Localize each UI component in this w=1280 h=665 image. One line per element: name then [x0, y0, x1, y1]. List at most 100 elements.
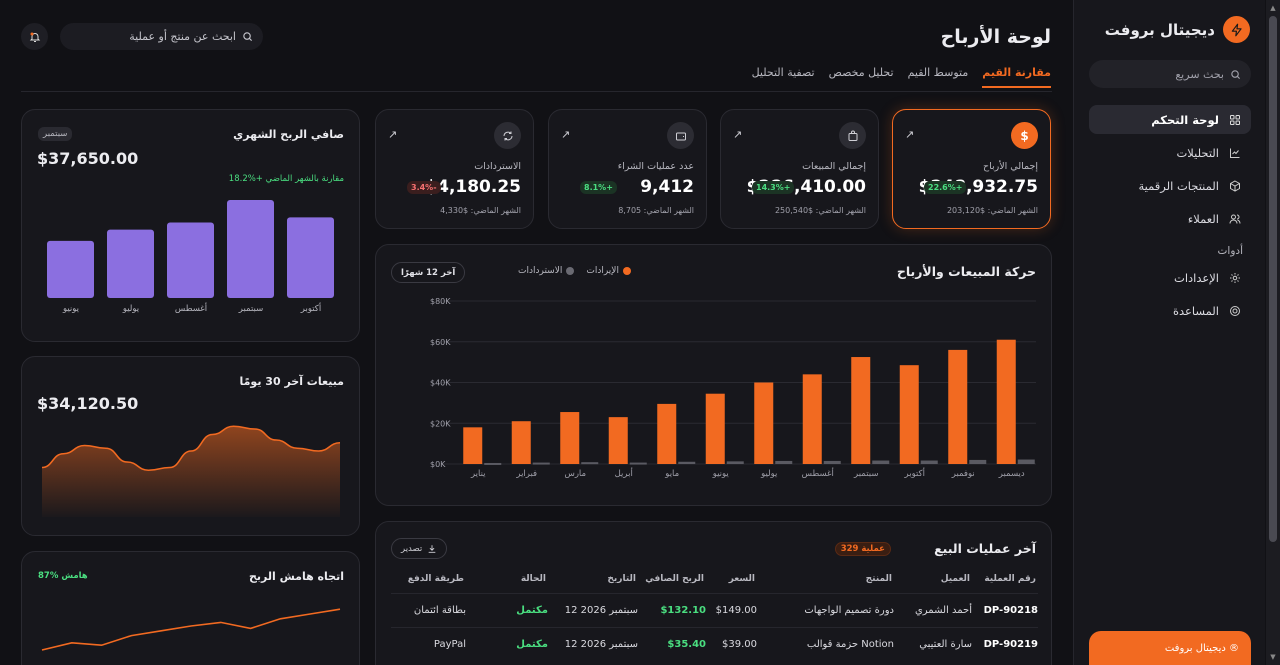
sidebar-item-help[interactable]: المساعدة	[1089, 296, 1251, 325]
quick-search-input[interactable]: بحث سريع	[1089, 60, 1251, 88]
revenue-bar[interactable]	[851, 357, 871, 464]
revenue-bar[interactable]	[560, 412, 580, 464]
sidebar-item-label: لوحة التحكم	[1151, 112, 1219, 127]
revenue-bar[interactable]	[463, 427, 483, 464]
grid-icon	[1230, 114, 1240, 125]
scroll-down-icon[interactable]: ▼	[1270, 653, 1276, 661]
revenue-bar[interactable]	[899, 365, 919, 464]
legend-label: الإيرادات	[586, 266, 619, 276]
tab-average-values[interactable]: متوسط القيم	[907, 66, 969, 79]
recent-sales-card: آخر عمليات البيع 329 عملية تصدير رقم الع…	[375, 521, 1052, 665]
margin-line[interactable]	[41, 608, 341, 651]
tab-compare-values[interactable]: مقارنة القيم	[982, 66, 1051, 88]
table-title: آخر عمليات البيع	[934, 541, 1036, 556]
y-tick-label: $60K	[430, 338, 451, 347]
table-row[interactable]: DP-90219 سارة العتيبي حزمة قوالب Notion …	[391, 627, 1038, 661]
scrollbar-thumb[interactable]	[1269, 16, 1277, 542]
kpi-change-badge: 14.3%+	[752, 181, 795, 194]
card-title: صافي الربح الشهري	[233, 128, 344, 141]
arrow-up-left-icon[interactable]: ↗	[561, 128, 571, 141]
sidebar-nav: لوحة التحكم التحليلات المنتجات الرقمية ا…	[1089, 105, 1251, 329]
kpi-refunds[interactable]: ↗ الاستردادات $4,180.25 3.4%- الشهر الما…	[375, 109, 534, 229]
month-badge[interactable]: سبتمبر	[38, 127, 73, 141]
cell-profit: $35.40	[667, 639, 706, 650]
arrow-up-left-icon[interactable]: ↗	[905, 128, 915, 141]
legend-refunds[interactable]: الاستردادات	[518, 266, 575, 276]
th-method: طريقة الدفع	[407, 574, 464, 584]
revenue-bar[interactable]	[608, 417, 628, 464]
profit-compare: 18.2%+ مقارنة بالشهر الماضي	[228, 174, 344, 184]
legend-dot	[622, 267, 631, 275]
sidebar-item-products[interactable]: المنتجات الرقمية	[1089, 171, 1251, 200]
revenue-bar[interactable]	[511, 421, 531, 464]
x-tick-label: سبتمبر	[238, 304, 263, 314]
sidebar-item-label: التحليلات	[1176, 145, 1219, 160]
brand-name: ديجيتال بروفت	[1104, 20, 1215, 39]
refund-bar[interactable]	[1017, 459, 1035, 464]
revenue-bar[interactable]	[657, 403, 677, 464]
search-placeholder: ابحث عن منتج أو عملية	[129, 30, 236, 43]
header-divider	[21, 91, 1052, 92]
refund-bar[interactable]	[678, 461, 696, 464]
sidebar-item-label: المساعدة	[1172, 303, 1219, 318]
sidebar-item-dashboard[interactable]: لوحة التحكم	[1089, 105, 1251, 134]
kpi-previous: الشهر الماضي: $4,330	[440, 206, 521, 215]
table-row[interactable]: DP-90218 أحمد الشمري دورة تصميم الواجهات…	[391, 593, 1038, 627]
profit-bar[interactable]	[227, 200, 274, 298]
period-select[interactable]: آخر 12 شهرًا	[391, 262, 466, 283]
revenue-bar[interactable]	[754, 382, 774, 465]
revenue-bar[interactable]	[948, 349, 968, 464]
refund-bar[interactable]	[920, 460, 938, 464]
revenue-bar[interactable]	[705, 393, 725, 464]
kpi-total-sales[interactable]: ↗ إجمالي المبيعات $286,410.00 14.3%+ الش…	[720, 109, 879, 229]
kpi-previous: الشهر الماضي: $250,540	[774, 206, 866, 215]
tab-filter-analysis[interactable]: تصفية التحليل	[751, 66, 815, 79]
arrow-up-left-icon[interactable]: ↗	[733, 128, 743, 141]
promo-card[interactable]: ديجيتال بروفت ®	[1089, 631, 1251, 665]
gear-icon	[1230, 272, 1240, 283]
profit-bar[interactable]	[287, 217, 334, 298]
scroll-up-icon[interactable]: ▲	[1270, 4, 1276, 12]
kpi-total-profit[interactable]: $ ↗ إجمالي الأرباح $248,932.75 22.6%+ ال…	[892, 109, 1051, 229]
sidebar-item-customers[interactable]: العملاء	[1089, 204, 1251, 233]
tab-custom-analysis[interactable]: تحليل مخصص	[828, 66, 894, 79]
profit-bar[interactable]	[47, 240, 94, 298]
x-tick-label: أبريل	[615, 467, 633, 479]
sales-line[interactable]	[41, 425, 341, 472]
refund-bar[interactable]	[823, 460, 841, 464]
dollar-icon: $	[1011, 122, 1038, 149]
wallet-icon	[667, 122, 694, 149]
refund-bar[interactable]	[775, 460, 793, 464]
cell-date: 12 سبتمبر 2026	[564, 605, 638, 616]
sidebar-item-settings[interactable]: الإعدادات	[1089, 263, 1251, 292]
refund-bar[interactable]	[726, 461, 744, 464]
legend-dot	[566, 267, 575, 275]
revenue-bar[interactable]	[996, 339, 1016, 464]
sidebar-item-label: الإعدادات	[1174, 270, 1219, 285]
legend-revenue[interactable]: الإيرادات	[586, 266, 631, 276]
cell-method: بطاقة ائتمان	[413, 605, 466, 616]
refund-bar[interactable]	[581, 462, 599, 465]
refund-bar[interactable]	[532, 462, 550, 465]
brand[interactable]: ديجيتال بروفت	[1105, 16, 1250, 43]
cell-product: دورة تصميم الواجهات	[804, 605, 894, 616]
notification-button[interactable]	[21, 23, 48, 50]
profit-bar[interactable]	[107, 229, 154, 298]
kpi-purchase-count[interactable]: ↗ عدد عمليات الشراء 9,412 8.1%+ الشهر ال…	[548, 109, 707, 229]
refund-bar[interactable]	[872, 460, 890, 464]
export-button[interactable]: تصدير	[391, 538, 448, 559]
th-date: التاريخ	[607, 574, 636, 584]
arrow-up-left-icon[interactable]: ↗	[388, 128, 398, 141]
sales-area	[42, 426, 340, 517]
sidebar-item-label: المنتجات الرقمية	[1138, 178, 1219, 193]
scrollbar[interactable]: ▲ ▼	[1266, 0, 1280, 665]
search-input[interactable]: ابحث عن منتج أو عملية	[60, 23, 263, 50]
profit-bar[interactable]	[167, 222, 214, 298]
sidebar-item-analytics[interactable]: التحليلات	[1089, 138, 1251, 167]
refund-bar[interactable]	[629, 462, 647, 465]
revenue-bar[interactable]	[802, 374, 822, 464]
monthly-profit-chart: يونيو يوليو أغسطس سبتمبر أكتوبر	[47, 200, 334, 314]
y-tick-label: $80K	[430, 297, 451, 306]
refund-bar[interactable]	[484, 462, 502, 465]
refund-bar[interactable]	[969, 459, 987, 464]
